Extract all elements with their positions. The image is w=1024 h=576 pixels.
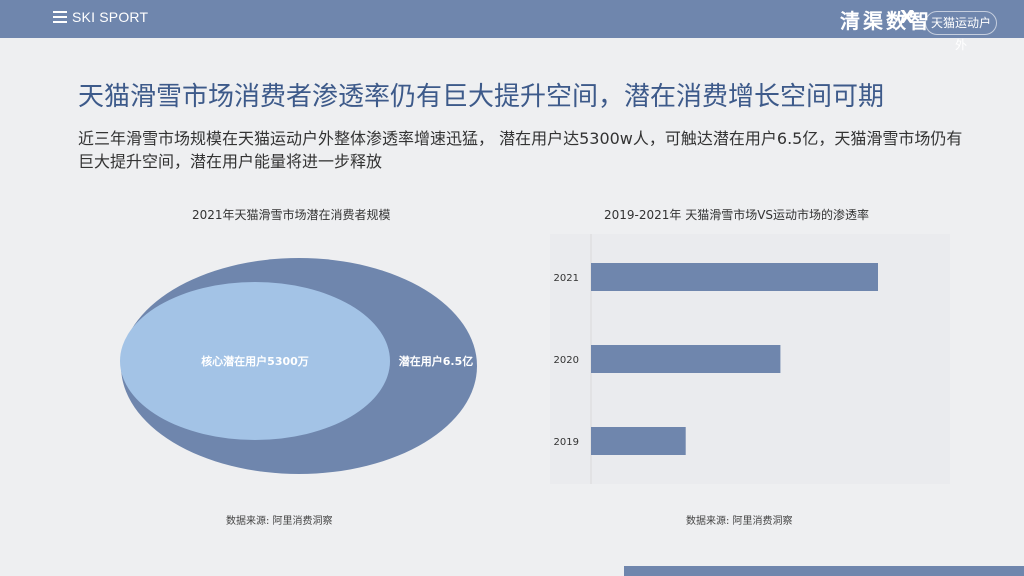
brand-qingqu: 清渠数智	[840, 9, 932, 33]
penetration-bar-chart: 2021 2020 2019	[550, 234, 950, 484]
bar-2019	[591, 427, 686, 455]
y-tick-label-2021: 2021	[554, 273, 579, 284]
page-title: 天猫滑雪市场消费者渗透率仍有巨大提升空间，潜在消费增长空间可期	[78, 82, 885, 112]
inner-ellipse	[120, 282, 390, 440]
brand-x: X	[900, 7, 914, 28]
y-tick-label-2020: 2020	[554, 355, 579, 366]
right-chart-title: 2019-2021年 天猫滑雪市场VS运动市场的渗透率	[604, 208, 870, 222]
bar-2020	[591, 345, 781, 373]
left-chart-title: 2021年天猫滑雪市场潜在消费者规模	[192, 208, 391, 222]
bar-2021	[591, 263, 878, 291]
y-tick-label-2019: 2019	[554, 437, 579, 448]
audience-ellipse-chart: 核心潜在用户5300万 潜在用户6.5亿	[120, 258, 477, 474]
left-chart-source: 数据来源: 阿里消费洞察	[226, 516, 333, 527]
right-chart-source: 数据来源: 阿里消费洞察	[686, 516, 793, 527]
brand-tmall-outdoor: 天猫运动户外	[925, 11, 997, 52]
page-subtitle: 近三年滑雪市场规模在天猫运动户外整体渗透率增速迅猛， 潜在用户达5300w人，可…	[78, 129, 963, 171]
inner-ellipse-label: 核心潜在用户5300万	[201, 354, 309, 368]
outer-ellipse-label: 潜在用户6.5亿	[399, 354, 474, 368]
brand-ski-sport: SKI SPORT	[72, 9, 149, 25]
bottom-accent-bar	[624, 566, 1024, 576]
top-bar: SKI SPORT 清渠数智 X 天猫运动户外	[0, 0, 1024, 52]
menu-icon[interactable]	[53, 11, 67, 23]
